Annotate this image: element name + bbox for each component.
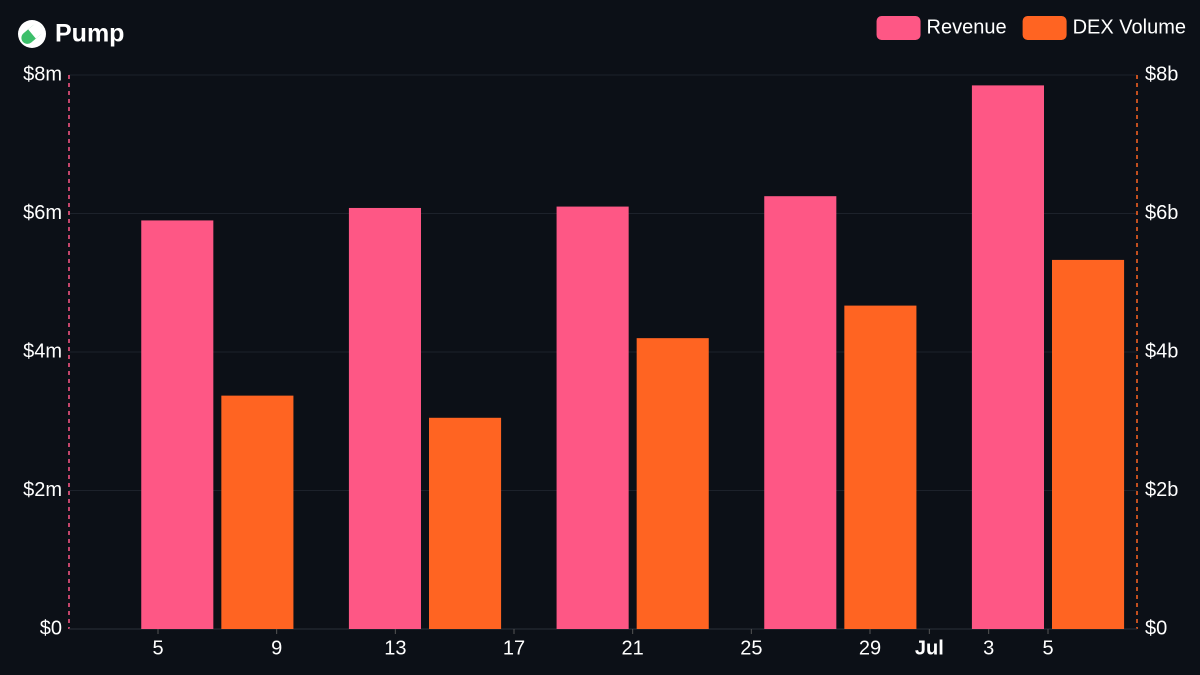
y-tick-label: $6m (23, 202, 62, 224)
logo (18, 20, 46, 48)
y-tick-label: $8m (23, 63, 62, 85)
y-tick-label: $2m (23, 479, 62, 501)
y2-tick-label: $8b (1145, 63, 1178, 85)
legend-swatch (1022, 16, 1067, 40)
y2-tick-label: $4b (1145, 340, 1178, 362)
y2-tick-label: $2b (1145, 479, 1178, 501)
legend-item: DEX Volume (1022, 16, 1186, 40)
legend-item: Revenue (876, 16, 1007, 40)
x-tick-label: 25 (740, 637, 762, 659)
bar (636, 338, 709, 629)
bar (429, 417, 502, 629)
legend-label: DEX Volume (1073, 16, 1186, 38)
x-tick-label: 17 (503, 637, 525, 659)
legend-swatch (876, 16, 921, 40)
bar (971, 85, 1044, 629)
x-tick-label: 13 (384, 637, 406, 659)
chart-title: Pump (55, 20, 124, 48)
x-tick-label: 3 (983, 637, 994, 659)
bar (221, 395, 294, 629)
x-tick-label: 21 (622, 637, 644, 659)
legend-label: Revenue (927, 16, 1007, 38)
x-tick-label: 29 (859, 637, 881, 659)
y2-tick-label: $0 (1145, 617, 1167, 639)
bar (764, 196, 837, 629)
bar (1052, 259, 1125, 629)
y2-tick-label: $6b (1145, 202, 1178, 224)
x-tick-label: 9 (271, 637, 282, 659)
x-tick-label: Jul (915, 637, 944, 659)
bar (844, 305, 917, 629)
y-tick-label: $0 (40, 617, 62, 639)
bar (141, 220, 214, 630)
x-tick-label: 5 (1042, 637, 1053, 659)
x-tick-label: 5 (152, 637, 163, 659)
y-tick-label: $4m (23, 340, 62, 362)
bar (348, 207, 421, 629)
bar (556, 206, 629, 629)
